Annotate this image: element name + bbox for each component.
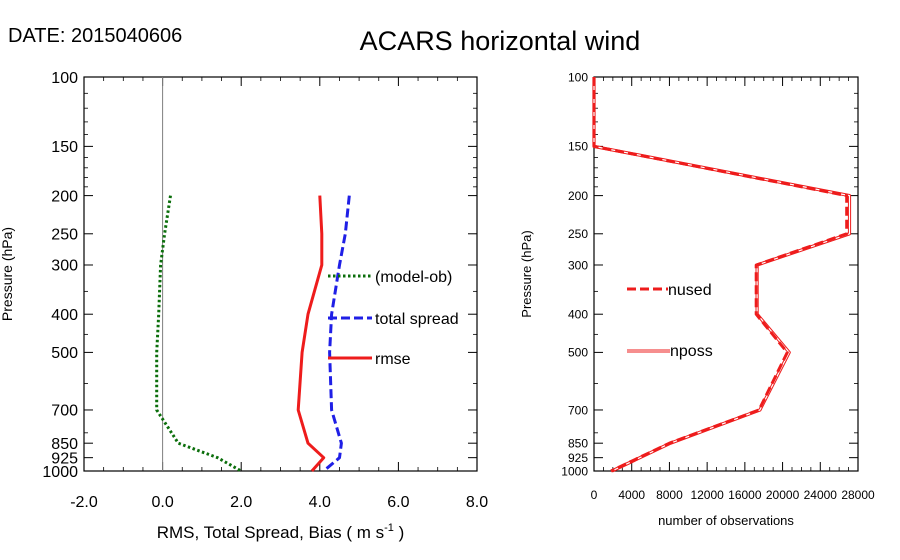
legend-label: total spread — [375, 311, 459, 328]
x-tick-label: 2.0 — [230, 494, 252, 511]
x-axis-label-superscript: -1 — [384, 522, 394, 534]
chart-title: ACARS horizontal wind — [360, 26, 641, 56]
x-tick-label: 4.0 — [309, 494, 331, 511]
x-axis-label-end: ) — [394, 523, 404, 542]
legend-label: rmse — [375, 351, 411, 368]
y-tick-label: 300 — [568, 258, 588, 272]
y-tick-label: 300 — [51, 258, 78, 275]
y-tick-label: 850 — [568, 437, 588, 451]
y-tick-label: 100 — [568, 70, 588, 84]
series-line-nused — [592, 77, 849, 473]
y-tick-label: 500 — [568, 346, 588, 360]
y-axis-label: Pressure (hPa) — [519, 230, 534, 317]
x-tick-label: 16000 — [728, 488, 762, 502]
y-tick-label: 700 — [568, 403, 588, 417]
y-tick-label: 400 — [51, 307, 78, 324]
plot-frame — [593, 76, 859, 472]
y-tick-label: 1000 — [561, 464, 588, 478]
x-tick-label: 8000 — [656, 488, 683, 502]
y-tick-label: 100 — [51, 70, 78, 87]
x-tick-label: 24000 — [804, 488, 838, 502]
legend-label: nposs — [670, 343, 713, 360]
y-tick-label: 200 — [51, 188, 78, 205]
y-tick-label: 250 — [51, 227, 78, 244]
x-tick-label: 12000 — [690, 488, 724, 502]
series-line-total-spread — [322, 195, 351, 473]
y-tick-label: 150 — [51, 139, 78, 156]
series-line-nposs-inner — [593, 77, 851, 472]
legend-label: nused — [668, 282, 712, 299]
x-tick-label: 20000 — [766, 488, 800, 502]
y-tick-label: 500 — [51, 345, 78, 362]
x-axis-label: RMS, Total Spread, Bias ( m s-1 ) — [157, 522, 405, 542]
x-tick-label: 6.0 — [387, 494, 409, 511]
y-tick-label: 400 — [568, 308, 588, 322]
series-line-nposs — [592, 77, 852, 473]
y-tick-label: 150 — [568, 140, 588, 154]
y-tick-label: 925 — [568, 451, 588, 465]
series-line-rmse — [296, 195, 326, 472]
x-tick-label: 8.0 — [466, 494, 488, 511]
y-tick-label: 850 — [51, 436, 78, 453]
y-tick-label: 925 — [51, 450, 78, 467]
x-tick-label: 0 — [591, 488, 598, 502]
y-tick-label: 200 — [568, 189, 588, 203]
y-tick-label: 250 — [568, 227, 588, 241]
x-axis-label-text: RMS, Total Spread, Bias ( m s — [157, 523, 384, 542]
legend-label: (model-ob) — [375, 269, 452, 286]
y-tick-label: 700 — [51, 403, 78, 420]
y-tick-label: 1000 — [42, 464, 78, 481]
x-tick-label: 0.0 — [151, 494, 173, 511]
x-tick-label: 4000 — [618, 488, 645, 502]
x-tick-label: 28000 — [841, 488, 875, 502]
date-label: DATE: 2015040606 — [8, 25, 182, 47]
x-tick-label: -2.0 — [70, 494, 98, 511]
y-axis-label: Pressure (hPa) — [0, 227, 15, 321]
x-axis-label: number of observations — [658, 513, 794, 528]
series-line-model-ob — [155, 195, 242, 473]
